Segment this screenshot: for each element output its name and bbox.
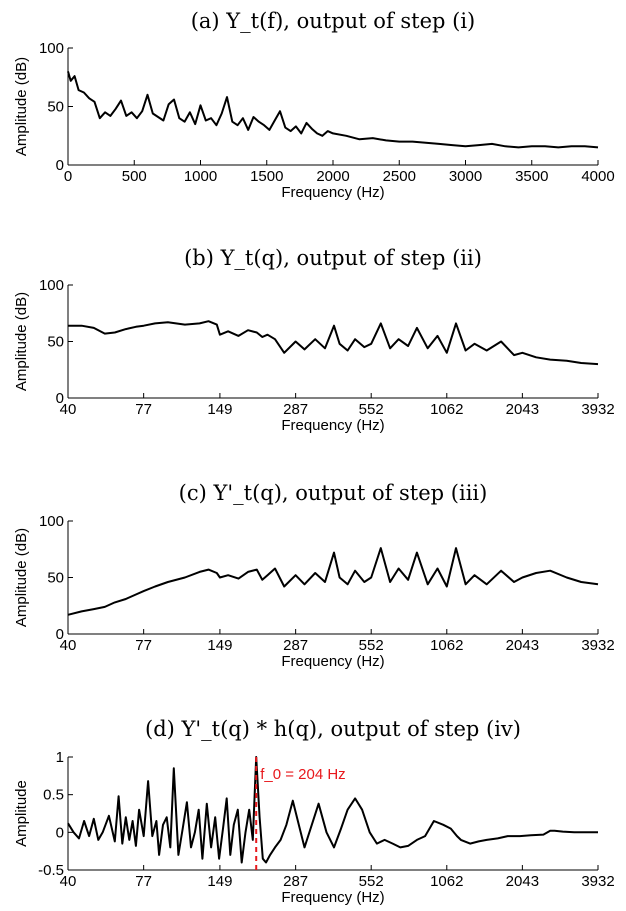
panel-c: (c) Y'_t(q), output of step (iii) 40 77 149… [13, 481, 615, 670]
y-axis-label: Amplitude (dB) [13, 57, 30, 156]
series-line [67, 547, 599, 616]
y-tick-label: 0 [56, 626, 64, 643]
y-tick-label: 100 [39, 40, 64, 57]
y-tick-label: 0 [56, 390, 64, 407]
y-axis-label: Amplitude [13, 780, 30, 847]
x-tick-label: 1500 [250, 168, 283, 185]
x-tick-label: 3932 [581, 637, 614, 654]
x-tick-label: 149 [207, 873, 232, 890]
panel-title: (b) Y_t(q), output of step (ii) [184, 246, 482, 270]
x-tick-label: 4000 [581, 168, 614, 185]
series-line [67, 71, 599, 149]
x-axis-label: Frequency (Hz) [281, 417, 384, 434]
x-tick-label: 2043 [506, 401, 539, 418]
x-tick-label: 0 [64, 168, 72, 185]
series-line [67, 756, 598, 864]
x-tick-label: 1062 [430, 637, 463, 654]
x-tick-label: 1062 [430, 401, 463, 418]
x-tick-label: 552 [359, 637, 384, 654]
x-tick-label: 2043 [506, 873, 539, 890]
x-tick-label: 552 [359, 873, 384, 890]
x-tick-label: 40 [60, 873, 77, 890]
series-line [68, 320, 599, 366]
y-tick-label: 50 [47, 334, 64, 351]
y-tick-label: 1 [56, 749, 64, 766]
x-tick-label: 40 [60, 637, 77, 654]
x-axis-label: Frequency (Hz) [281, 653, 384, 670]
x-tick-label: 3932 [581, 873, 614, 890]
panel-title: (c) Y'_t(q), output of step (iii) [179, 481, 488, 505]
panel-b: (b) Y_t(q), output of step (ii) 40 77 149 28… [13, 246, 615, 434]
x-tick-label: 287 [283, 873, 308, 890]
x-axis-label: Frequency (Hz) [281, 889, 384, 906]
x-tick-label: 2043 [506, 637, 539, 654]
panel-title: (d) Y'_t(q) * h(q), output of step (iv) [145, 717, 521, 741]
y-tick-label: 0 [56, 824, 64, 841]
x-tick-label: 2500 [383, 168, 416, 185]
y-tick-label: 50 [47, 99, 64, 116]
x-tick-label: 287 [283, 401, 308, 418]
y-tick-label: 100 [39, 277, 64, 294]
x-axis-label: Frequency (Hz) [281, 184, 384, 201]
y-axis-label: Amplitude (dB) [13, 292, 30, 391]
x-tick-label: 287 [283, 637, 308, 654]
y-axis-label: Amplitude (dB) [13, 528, 30, 627]
x-tick-label: 149 [207, 401, 232, 418]
x-tick-label: 3932 [581, 401, 614, 418]
x-tick-label: 149 [207, 637, 232, 654]
x-tick-label: 500 [122, 168, 147, 185]
x-tick-label: 552 [359, 401, 384, 418]
y-tick-label: 0 [56, 157, 64, 174]
x-tick-label: 40 [60, 401, 77, 418]
x-tick-label: 1062 [430, 873, 463, 890]
panel-d: (d) Y'_t(q) * h(q), output of step (iv) 4… [13, 717, 615, 906]
f0-annotation: f_0 = 204 Hz [260, 766, 345, 783]
panel-title: (a) Y_t(f), output of step (i) [191, 9, 476, 33]
x-tick-label: 3500 [515, 168, 548, 185]
x-tick-label: 77 [135, 401, 152, 418]
x-tick-label: 77 [135, 873, 152, 890]
y-tick-label: 0.5 [43, 787, 64, 804]
y-tick-label: 50 [47, 570, 64, 587]
x-tick-label: 2000 [316, 168, 349, 185]
x-tick-label: 77 [135, 637, 152, 654]
y-tick-label: 100 [39, 513, 64, 530]
x-tick-label: 3000 [449, 168, 482, 185]
panel-a: (a) Y_t(f), output of step (i)0 500 1000 15… [13, 9, 615, 201]
y-tick-label: -0.5 [38, 862, 64, 879]
x-tick-label: 1000 [184, 168, 217, 185]
